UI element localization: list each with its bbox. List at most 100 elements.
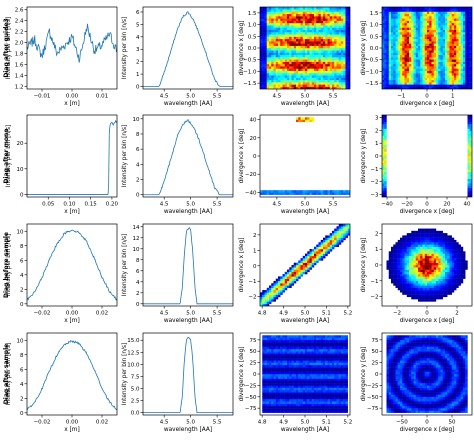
heatmap-cell — [275, 360, 279, 363]
heatmap-cell — [338, 66, 342, 69]
heatmap-cell — [406, 16, 410, 19]
heatmap-cell — [433, 86, 437, 89]
heatmap-cell — [384, 142, 387, 145]
heatmap-cell — [311, 27, 315, 30]
heatmap-cell — [424, 22, 428, 26]
heatmap-cell — [382, 167, 385, 170]
x-tick-label: 5.5 — [213, 94, 222, 100]
heatmap-cell — [260, 61, 263, 65]
heatmap-cell — [440, 45, 443, 49]
y-tick-label: −0.5 — [243, 58, 257, 64]
heatmap-cell — [422, 253, 425, 257]
heatmap-cell — [409, 57, 412, 60]
heatmap-cell — [307, 16, 310, 19]
heatmap-cell — [469, 70, 472, 74]
heatmap-cell — [418, 249, 421, 252]
heatmap-cell — [262, 353, 265, 356]
heatmap-cell — [305, 50, 308, 53]
heatmap-cell — [400, 22, 403, 26]
heatmap-cell — [433, 36, 437, 40]
heatmap-cell — [409, 29, 412, 33]
heatmap-cell — [318, 43, 321, 46]
heatmap-cell — [393, 66, 396, 69]
heatmap-cell — [413, 249, 416, 252]
heatmap-cell — [384, 13, 387, 17]
heatmap-cell — [424, 79, 428, 83]
heatmap-cell — [429, 79, 432, 83]
heatmap-cell — [325, 43, 328, 46]
heatmap-cell — [458, 43, 461, 46]
heatmap-cell — [467, 79, 470, 83]
heatmap-cell — [316, 251, 319, 254]
heatmap-cell — [402, 38, 405, 42]
heatmap-cell — [278, 16, 281, 19]
heatmap-cell — [329, 22, 333, 26]
heatmap-cell — [271, 18, 274, 21]
heatmap-cell — [305, 18, 308, 21]
heatmap-cell — [386, 66, 389, 69]
heatmap-cell — [271, 387, 274, 391]
heatmap-cell — [445, 267, 448, 270]
heatmap-cell — [429, 267, 432, 270]
heatmap-cell — [323, 77, 326, 81]
heatmap-cell — [447, 82, 450, 85]
heatmap-cell — [282, 20, 285, 24]
heatmap-cell — [266, 45, 270, 49]
heatmap-cell — [275, 50, 279, 53]
heatmap-cell — [266, 38, 270, 42]
heatmap-cell — [336, 13, 339, 17]
heatmap-cell — [320, 244, 324, 247]
heatmap-cell — [269, 362, 272, 366]
heatmap-cell — [332, 73, 335, 76]
x-tick-label: 5.0 — [301, 202, 310, 208]
heatmap-cell — [278, 355, 281, 359]
heatmap-cell — [429, 45, 432, 49]
heatmap-cell — [280, 190, 283, 193]
heatmap-cell — [264, 403, 267, 407]
heatmap-cell — [393, 68, 396, 71]
heatmap-cell — [442, 79, 446, 83]
heatmap-cell — [465, 265, 468, 268]
heatmap-cell — [291, 20, 294, 24]
heatmap-cell — [338, 61, 342, 65]
heatmap-cell — [386, 61, 389, 65]
heatmap-cell — [447, 287, 450, 291]
heatmap-cell — [309, 38, 312, 42]
heatmap-cell — [318, 61, 321, 65]
heatmap-cell — [269, 374, 272, 377]
heatmap-cell — [320, 63, 324, 67]
heatmap-cell — [431, 38, 434, 42]
heatmap-cell — [442, 278, 446, 282]
heatmap-cell — [302, 267, 306, 270]
heatmap-cell — [384, 128, 387, 132]
heatmap-cell — [311, 79, 315, 83]
heatmap-cell — [463, 75, 466, 78]
heatmap-cell — [262, 54, 265, 58]
heatmap-cell — [402, 82, 405, 85]
heatmap-cell — [262, 16, 265, 19]
heatmap-cell — [271, 32, 274, 35]
heatmap-cell — [345, 86, 348, 89]
heatmap-cell — [323, 11, 326, 15]
heatmap-cell — [305, 75, 308, 78]
heatmap-cell — [418, 79, 421, 83]
heatmap-cell — [273, 383, 276, 386]
heatmap-cell — [436, 271, 439, 275]
heatmap-cell — [278, 339, 281, 343]
heatmap-cell — [280, 387, 283, 391]
heatmap-cell — [384, 149, 387, 152]
heatmap-cell — [305, 258, 308, 261]
heatmap-cell — [411, 9, 414, 12]
heatmap-cell — [409, 271, 412, 275]
heatmap-cell — [458, 25, 461, 28]
heatmap-cell — [266, 385, 270, 388]
heatmap-cell — [291, 41, 294, 44]
y-tick-label: −2 — [370, 180, 378, 186]
heatmap-cell — [307, 190, 310, 193]
heatmap-cell — [260, 73, 263, 76]
heatmap-cell — [386, 20, 389, 24]
heatmap-cell — [260, 70, 263, 74]
heatmap-cell — [343, 57, 346, 60]
heatmap-cell — [293, 75, 297, 78]
